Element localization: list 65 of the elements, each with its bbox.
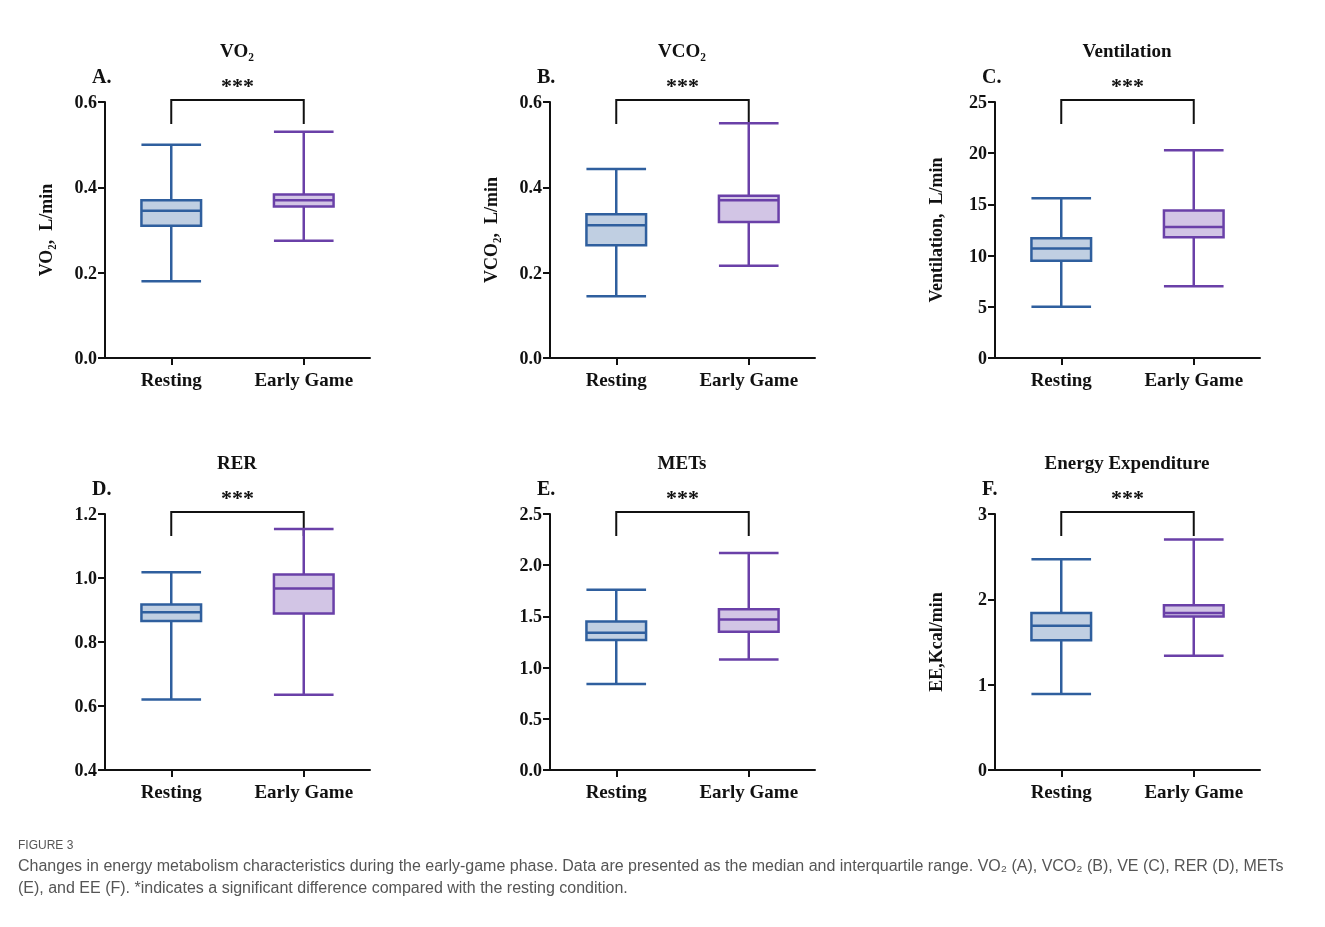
text: *** [666, 72, 699, 98]
x-tick-label: Resting [140, 369, 203, 390]
chart-title: Ventilation [1082, 40, 1172, 61]
y-tick-label: 2 [978, 589, 987, 610]
y-tick-label: 0.6 [74, 696, 97, 716]
x-tick-label: Early Game [699, 781, 799, 802]
text: FIGURE 3 [18, 838, 75, 852]
x-tick-label: Resting [585, 781, 648, 802]
text: C. [982, 65, 1002, 87]
y-tick-label: 0 [978, 760, 987, 780]
x-tick-label: Resting [585, 369, 648, 390]
y-tick-label: 0.8 [74, 632, 97, 652]
text: *** [221, 72, 254, 98]
y-tick-label: 3 [978, 504, 987, 524]
y-tick-label: 0.5 [519, 708, 542, 729]
text: A. [92, 65, 112, 87]
y-tick-label: 5 [978, 296, 987, 317]
chart-title: METs [657, 452, 707, 473]
chart-title: Energy Expenditure [1044, 452, 1210, 473]
text: B. [537, 65, 556, 87]
text: *** [1111, 484, 1144, 510]
y-tick-label: 2.0 [519, 555, 542, 576]
chart-title: VO₂ [220, 40, 255, 61]
text: Changes in energy metabolism characteristics during the early-game phase. Data are presented as the median and interquartile range. VO₂ (A), VCO₂ (B), VE (C), RER (D), METs (E), and EE (F). *indicates a significant difference compared with the resting condition. [18, 856, 1285, 898]
y-tick-label: 1.2 [74, 504, 97, 524]
chart-title: VCO₂ [658, 40, 707, 61]
chart-title: RER [216, 452, 258, 473]
y-tick-label: 2.5 [519, 504, 542, 524]
y-tick-label: 15 [969, 194, 987, 215]
y-tick-label: 1 [978, 674, 987, 695]
text: E. [537, 477, 556, 499]
x-tick-label: Early Game [1144, 781, 1244, 802]
y-tick-label: 20 [969, 143, 987, 164]
y-tick-label: 1.5 [519, 606, 542, 627]
y-axis-title: VO₂, L/min [36, 183, 56, 277]
y-axis-title: Ventilation, L/min [926, 157, 946, 303]
y-tick-label: 0.4 [519, 177, 542, 198]
y-tick-label: 0.2 [74, 262, 97, 283]
text: *** [666, 484, 699, 510]
text: D. [92, 477, 112, 499]
text: *** [221, 484, 254, 510]
x-tick-label: Early Game [699, 369, 799, 390]
y-tick-label: 0 [978, 348, 987, 368]
y-axis-title: VCO₂, L/min [481, 177, 501, 283]
x-tick-label: Early Game [254, 781, 354, 802]
x-tick-label: Early Game [1144, 369, 1244, 390]
y-tick-label: 25 [969, 92, 987, 112]
x-tick-label: Resting [1030, 781, 1093, 802]
y-tick-label: 0.4 [74, 177, 97, 198]
x-tick-label: Resting [1030, 369, 1093, 390]
x-tick-label: Resting [140, 781, 203, 802]
y-tick-label: 0.6 [519, 92, 542, 112]
text: *** [1111, 72, 1144, 98]
y-tick-label: 0.0 [519, 348, 542, 368]
y-axis-title: EE,Kcal/min [926, 592, 946, 692]
y-tick-label: 10 [969, 245, 987, 266]
y-tick-label: 0.0 [519, 760, 542, 780]
y-tick-label: 0.4 [74, 760, 97, 780]
y-tick-label: 0.2 [519, 262, 542, 283]
y-tick-label: 1.0 [74, 568, 97, 588]
text: F. [982, 477, 998, 499]
y-tick-label: 0.6 [74, 92, 97, 112]
x-tick-label: Early Game [254, 369, 354, 390]
y-tick-label: 1.0 [519, 657, 542, 678]
y-tick-label: 0.0 [74, 348, 97, 368]
